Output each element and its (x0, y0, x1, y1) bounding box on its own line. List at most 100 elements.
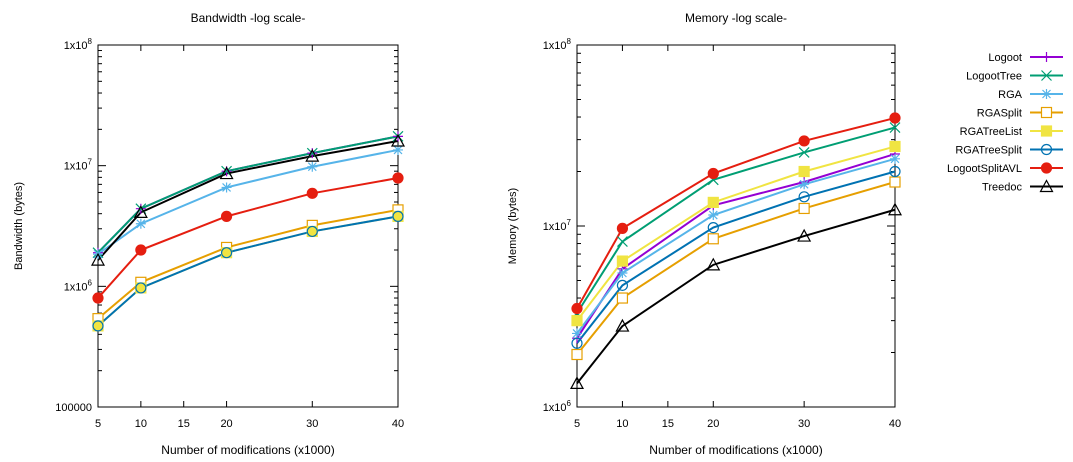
data-point-logoot-split-avl (616, 222, 629, 234)
data-point-logoot-split-avl (220, 210, 233, 222)
axis-ticks: 5 10 15 20 30 40 1x106 1x107 1x108 (543, 37, 901, 430)
data-point-rga-split (889, 176, 901, 188)
data-point-treedoc (390, 133, 406, 147)
data-point-rga (135, 218, 146, 229)
data-point-rga-tree-split (220, 247, 233, 259)
data-point-rga (572, 328, 582, 339)
data-point-logoot-tree (392, 130, 404, 142)
data-point-rga-split (798, 202, 810, 215)
data-point-treedoc (797, 228, 812, 242)
series-line-rga-tree-split (97, 215, 399, 327)
series-line-logoot-tree (97, 135, 399, 254)
data-point-treedoc (305, 148, 320, 162)
legend-label: Logoot (988, 52, 1022, 64)
series-line-logoot (97, 135, 399, 254)
legend-label: RGA (998, 89, 1023, 101)
series-line-rga (97, 148, 399, 255)
legend: Logoot LogootTree RGA RGASplit RGATreeList RG… (947, 52, 1063, 194)
data-point-rga (307, 161, 318, 172)
data-point-logoot-split-avl (92, 292, 104, 304)
data-point-treedoc (133, 205, 148, 218)
legend-marker (1041, 89, 1052, 99)
y-tick-label: 1x106 (64, 278, 93, 293)
x-tick-label: 15 (662, 418, 674, 430)
data-point-rga-tree-list (571, 315, 583, 327)
chart-title: Bandwidth -log scale- (191, 11, 306, 25)
data-point-logoot-tree (798, 146, 810, 158)
legend-marker (1041, 70, 1052, 81)
x-tick-label: 5 (95, 418, 101, 430)
data-point-rga (393, 144, 403, 155)
series-line-rga-tree-split (576, 170, 896, 344)
data-point-treedoc (90, 252, 106, 266)
legend-marker (1040, 162, 1053, 174)
legend-item-logoot: Logoot (988, 52, 1063, 64)
x-axis-label: Number of modifications (x1000) (649, 443, 822, 457)
legend-item-rga-split: RGASplit (977, 106, 1063, 120)
data-point-rga-tree-list (798, 165, 810, 178)
x-axis-label: Number of modifications (x1000) (161, 443, 334, 457)
data-point-rga (617, 267, 628, 278)
data-point-logoot-split-avl (135, 244, 147, 256)
legend-item-treedoc: Treedoc (982, 179, 1063, 194)
data-point-rga-tree-split (306, 225, 318, 238)
series-markers (90, 130, 406, 332)
data-point-logoot-tree (617, 236, 628, 248)
data-point-rga-tree-split (889, 165, 901, 178)
data-point-logoot-tree (889, 122, 901, 133)
data-point-rga (890, 153, 900, 164)
x-tick-label: 40 (392, 418, 404, 430)
legend-label: RGASplit (977, 108, 1022, 120)
data-point-logoot-split-avl (798, 135, 810, 147)
chart-title: Memory -log scale- (685, 11, 787, 25)
data-point-treedoc (706, 257, 721, 271)
data-point-rga-tree-list (616, 255, 629, 267)
series-line-rga-tree-list (97, 215, 399, 327)
data-point-rga (221, 182, 232, 193)
legend-label: Treedoc (982, 182, 1022, 194)
data-point-rga-tree-split (392, 210, 404, 222)
legend-label: RGATreeList (960, 126, 1022, 138)
memory-chart: Memory -log scale- Memory (bytes) Number… (507, 11, 903, 457)
series-lines (576, 117, 896, 385)
x-tick-label: 20 (707, 418, 719, 430)
data-point-rga-tree-split (92, 320, 104, 332)
legend-item-rga-tree-list: RGATreeList (960, 125, 1063, 138)
series-markers (569, 112, 903, 390)
y-axis-label: Memory (bytes) (507, 188, 519, 264)
legend-label: RGATreeSplit (955, 145, 1022, 157)
data-point-rga-tree-split (798, 191, 810, 203)
legend-item-logoot-split-avl: LogootSplitAVL (947, 162, 1063, 175)
data-point-rga-split (616, 292, 629, 304)
legend-item-rga-tree-split: RGATreeSplit (955, 143, 1063, 157)
data-point-rga (708, 210, 719, 221)
legend-marker (1039, 179, 1054, 193)
y-tick-label: 1x108 (543, 37, 572, 52)
y-axis-label: Bandwidth (bytes) (13, 182, 25, 270)
x-tick-label: 5 (574, 418, 580, 430)
plot-frame (97, 44, 399, 408)
data-point-rga-tree-split (616, 279, 629, 291)
series-line-logoot-split-avl (576, 117, 896, 310)
data-point-rga (799, 179, 810, 190)
data-point-treedoc (887, 202, 903, 216)
data-point-logoot-split-avl (889, 112, 901, 124)
data-point-rga-split (707, 233, 719, 245)
x-tick-label: 40 (889, 418, 901, 430)
data-point-logoot-split-avl (392, 172, 404, 184)
data-point-rga-split (571, 348, 583, 361)
x-tick-label: 20 (220, 418, 232, 430)
y-tick-label: 1x108 (64, 37, 93, 52)
legend-label: LogootSplitAVL (947, 163, 1022, 175)
data-point-treedoc (219, 166, 234, 180)
x-tick-label: 10 (135, 418, 147, 430)
legend-item-rga: RGA (998, 89, 1063, 101)
legend-marker (1040, 143, 1053, 156)
axis-ticks: 5 10 15 20 30 40 100000 1x106 1x107 1x108 (55, 37, 404, 430)
series-line-logoot (576, 153, 896, 339)
y-tick-label: 1x106 (543, 399, 572, 414)
data-point-treedoc (615, 318, 630, 332)
data-point-logoot-split-avl (707, 167, 719, 180)
x-tick-label: 10 (616, 418, 628, 430)
